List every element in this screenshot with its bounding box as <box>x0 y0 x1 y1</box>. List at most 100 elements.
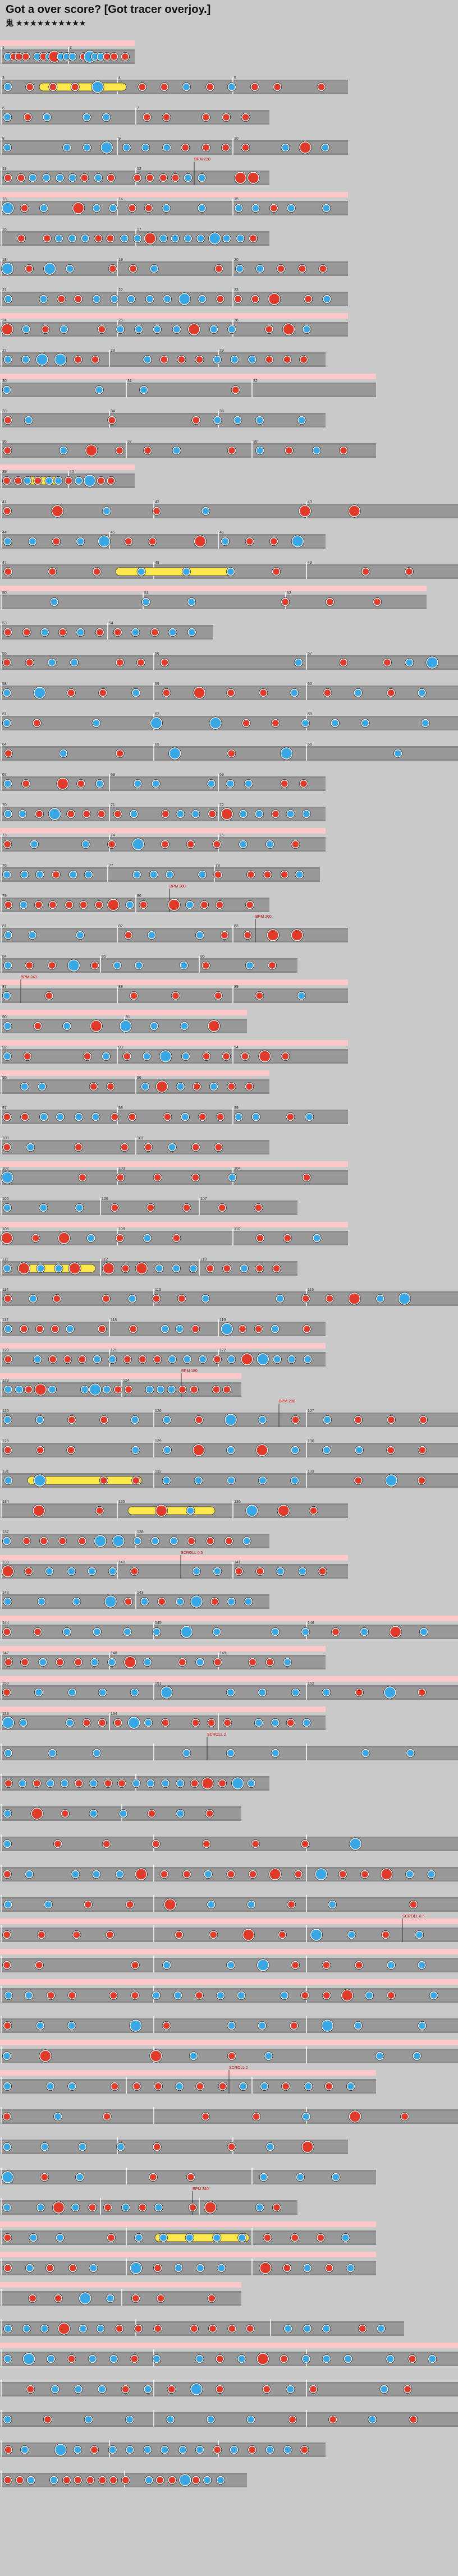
ka-note-fill <box>183 1355 191 1364</box>
note-lane-inner <box>0 2141 348 2152</box>
ka-note-fill <box>255 2203 264 2212</box>
don-note-fill <box>152 507 161 516</box>
gogo-band <box>0 1070 269 1076</box>
ka-note-fill <box>213 416 222 425</box>
note-lane-inner <box>0 2414 458 2425</box>
don-note-fill <box>208 809 217 818</box>
don-note-fill <box>193 1444 205 1456</box>
ka-note-fill <box>248 355 257 364</box>
ka-note-fill <box>2 202 14 214</box>
don-note-fill <box>291 840 300 849</box>
measure-number: 6 <box>2 107 4 111</box>
don-note-fill <box>210 1597 219 1606</box>
don-note-fill <box>17 234 25 243</box>
ka-note-fill <box>213 1567 222 1576</box>
ka-note-fill <box>346 2082 355 2091</box>
ka-note-fill <box>121 2203 130 2212</box>
ka-note-fill <box>74 2445 82 2454</box>
ka-note-fill <box>227 1476 235 1485</box>
ka-note-fill <box>196 1658 204 1667</box>
ka-note-fill <box>84 870 93 879</box>
ka-note-fill <box>1 263 14 275</box>
don-note-fill <box>24 1567 33 1576</box>
ka-note-fill <box>92 719 100 728</box>
ka-note-fill <box>195 2354 204 2363</box>
don-note-fill <box>36 1446 44 1455</box>
measure-number: 137 <box>2 1530 9 1534</box>
don-note-fill <box>83 1718 91 1727</box>
ka-note-fill <box>155 1264 163 1273</box>
measure-number: 8 <box>2 137 4 141</box>
ka-note-fill <box>199 1355 207 1364</box>
gogo-band <box>0 2070 376 2076</box>
ka-note-fill <box>4 1385 12 1394</box>
don-note-fill <box>328 2415 337 2424</box>
don-note-fill <box>95 628 104 637</box>
gogo-band <box>0 1373 241 1379</box>
gogo-band <box>0 1646 326 1652</box>
measure-number: 109 <box>118 1227 125 1231</box>
measure-number: 83 <box>234 924 239 928</box>
ka-note-fill <box>226 1688 235 1697</box>
ka-note-fill <box>189 1264 198 1273</box>
don-note-fill <box>213 1355 222 1364</box>
note-lane <box>0 413 326 427</box>
don-note-fill <box>43 2415 52 2424</box>
don-note-fill <box>235 1567 243 1576</box>
measure-number: 66 <box>308 743 312 747</box>
don-note-fill <box>208 2324 217 2333</box>
ka-note-fill <box>137 567 145 576</box>
don-note-fill <box>277 1505 290 1517</box>
don-note-fill <box>79 900 88 909</box>
measure-number: 24 <box>2 319 7 323</box>
don-note-fill <box>361 567 370 576</box>
ka-note-fill <box>291 535 304 548</box>
don-note-fill <box>299 505 311 517</box>
don-note-fill <box>281 1052 290 1061</box>
ka-note-fill <box>216 1991 225 2000</box>
don-note-fill <box>48 900 57 909</box>
measure-number: 144 <box>2 1621 9 1625</box>
ka-note-fill <box>361 1749 370 1758</box>
don-note-fill <box>144 204 153 213</box>
gogo-band <box>0 1222 348 1227</box>
song-title: Got a over score? [Got tracer overjoy.] <box>6 3 211 16</box>
difficulty-stars: ★★★★★★★★★★ <box>15 19 86 27</box>
don-note-fill <box>246 2324 254 2333</box>
ka-note-fill <box>75 1112 83 1121</box>
note-lane <box>0 595 427 609</box>
note-lane-inner <box>0 142 348 153</box>
don-note-fill <box>245 900 254 909</box>
don-note-fill <box>107 476 115 485</box>
don-note-fill <box>33 1627 42 1636</box>
don-note-fill <box>138 2203 147 2212</box>
don-note-fill <box>104 1779 112 1788</box>
ka-note-fill <box>265 840 274 849</box>
don-note-fill <box>263 2233 272 2242</box>
ka-note-fill <box>43 263 56 275</box>
ka-note-fill <box>167 1385 176 1394</box>
don-note-fill <box>161 1718 170 1727</box>
note-lane <box>0 1170 348 1185</box>
ka-note-fill <box>130 809 138 818</box>
ka-note-fill <box>221 1323 233 1335</box>
measure-number: 132 <box>155 1470 162 1474</box>
ka-note-fill <box>29 173 37 182</box>
ka-note-fill <box>198 173 206 182</box>
measure-number: 129 <box>155 1439 162 1443</box>
don-note-fill <box>168 899 180 911</box>
don-note-fill <box>80 173 89 182</box>
don-note-fill <box>4 2445 12 2454</box>
measure-number: 1 <box>2 46 4 50</box>
don-note-fill <box>22 779 30 788</box>
ka-note-fill <box>88 1567 97 1576</box>
ka-note-fill <box>239 2082 248 2091</box>
ka-note-fill <box>349 1838 361 1850</box>
don-note-fill <box>90 961 99 970</box>
ka-note-fill <box>328 1900 337 1909</box>
note-lane <box>0 2140 348 2154</box>
don-note-fill <box>17 1262 30 1275</box>
don-note-fill <box>21 52 30 61</box>
ka-note-fill <box>109 2354 118 2363</box>
ka-note-fill <box>302 809 311 818</box>
